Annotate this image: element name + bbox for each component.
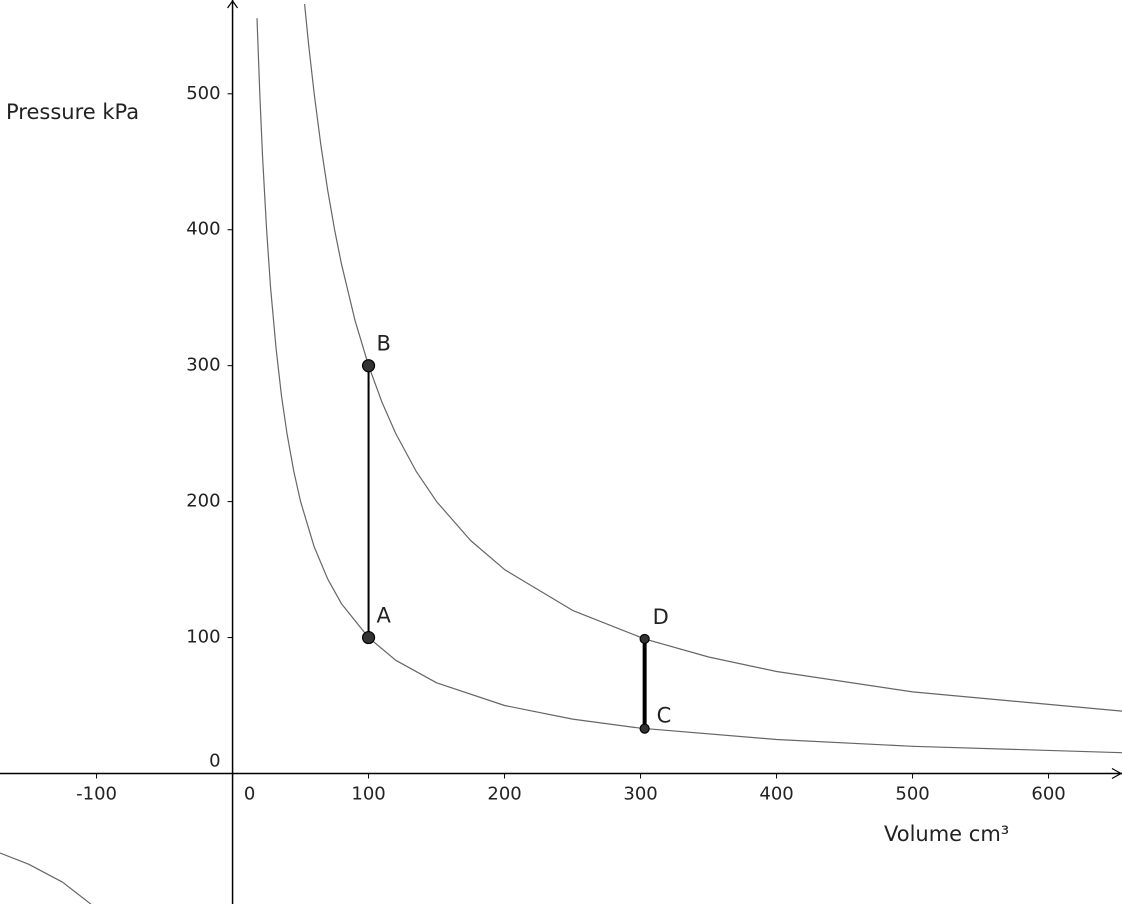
x-tick-label: 600 [1031,783,1065,804]
y-axis-arrow [227,0,239,9]
point-label: B [377,332,391,356]
point [361,359,376,373]
curve [304,4,1122,712]
x-tick-label: 0 [244,783,255,804]
x-tick-label: 100 [351,783,385,804]
point-label: A [377,604,392,628]
x-axis-arrow [1111,767,1122,780]
point [639,633,650,645]
y-tick-label: 400 [186,219,220,240]
y-tick-label: 300 [186,355,220,376]
x-tick-label: -100 [76,783,117,804]
x-tick-label: 200 [487,783,521,804]
y-tick-label: 200 [186,491,220,512]
x-tick-label: 500 [895,783,929,804]
point [639,723,650,734]
y-tick-label: 500 [186,83,220,104]
x-tick-label: 400 [759,783,793,804]
x-axis-label: Volume cm³ [884,822,1009,846]
point-label: D [653,605,669,629]
point [361,630,376,645]
x-tick-label: 300 [623,783,657,804]
y-axis-label: Pressure kPa [6,100,139,124]
y-tick-label: 0 [209,750,220,771]
curve [0,18,1122,904]
point-label: C [657,704,672,728]
y-tick-label: 100 [186,627,220,648]
